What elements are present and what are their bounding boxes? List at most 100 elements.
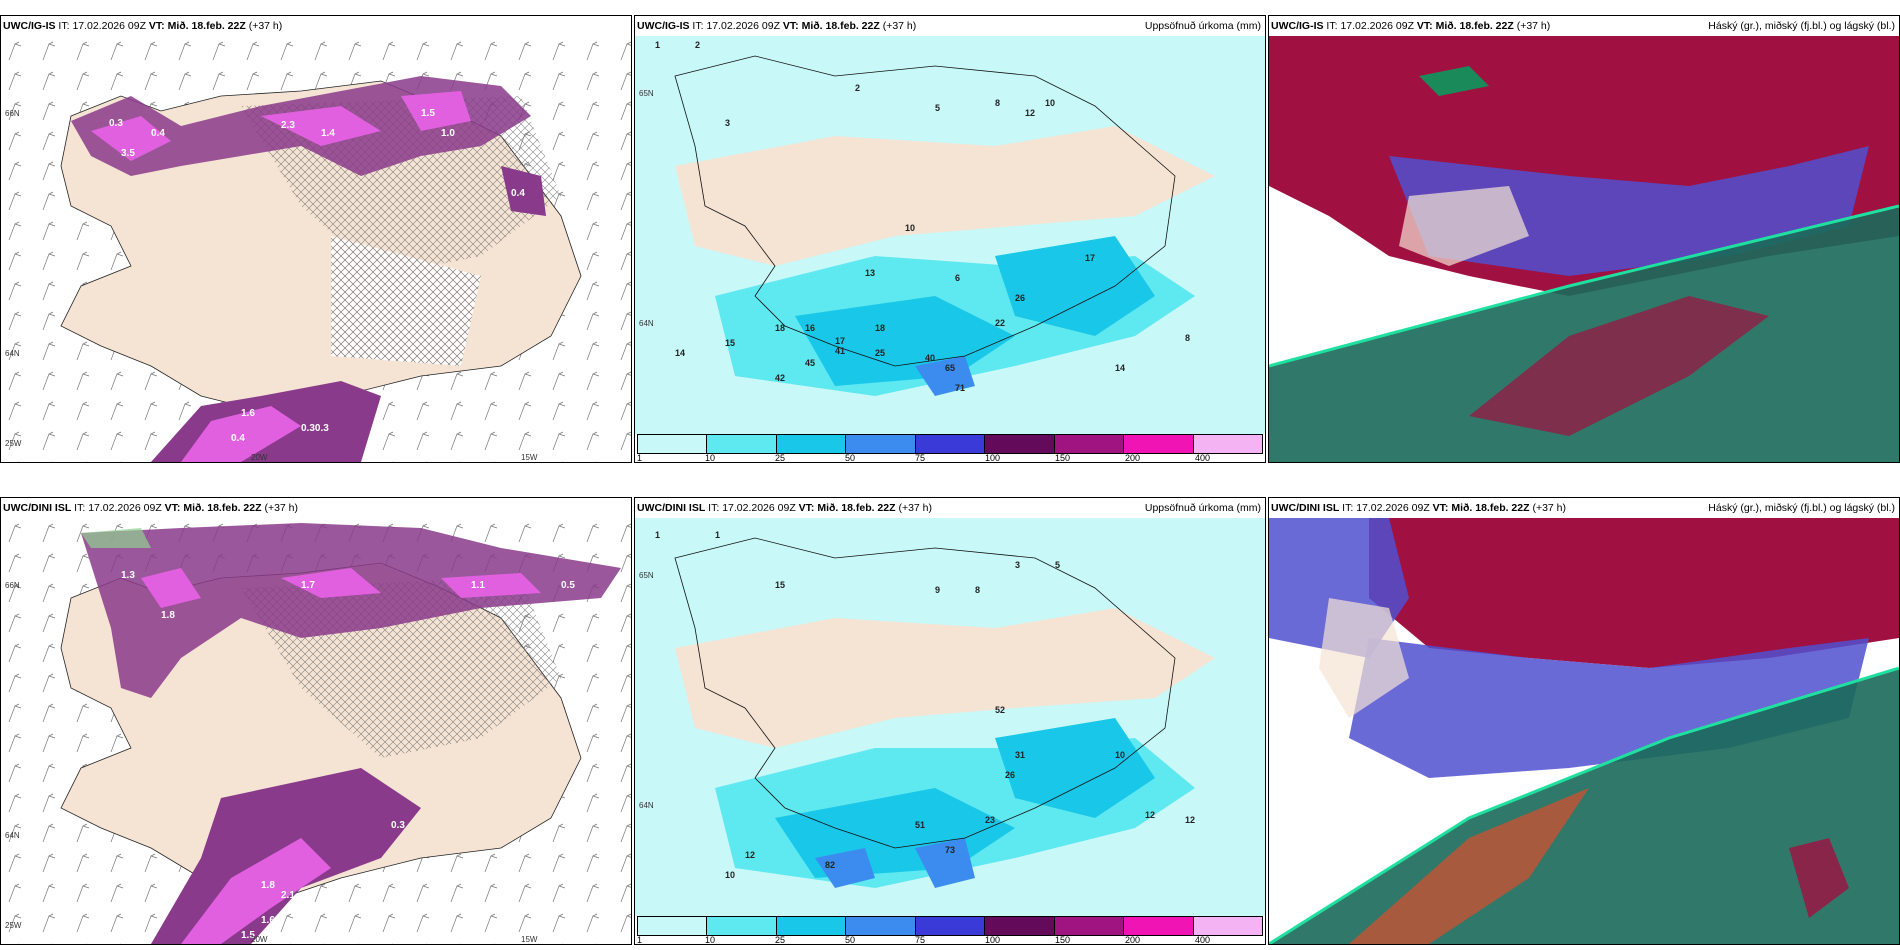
svg-text:0.3: 0.3	[109, 118, 123, 129]
it-label: IT:	[708, 502, 720, 514]
field-title: Uppsöfnuð úrkoma (mm)	[1144, 502, 1261, 514]
svg-text:12: 12	[745, 850, 755, 860]
vt-value: Mið. 18.feb. 22Z	[801, 20, 880, 32]
svg-text:8: 8	[1185, 333, 1190, 343]
model-name: UWC/IG-IS	[637, 20, 690, 32]
it-label: IT:	[1342, 502, 1354, 514]
svg-text:41: 41	[835, 346, 845, 356]
svg-text:3.5: 3.5	[121, 148, 135, 159]
svg-text:73: 73	[945, 845, 955, 855]
svg-text:16: 16	[805, 323, 815, 333]
svg-text:15: 15	[725, 338, 735, 348]
svg-text:1: 1	[655, 40, 660, 50]
map-clouds	[1269, 518, 1899, 944]
svg-text:14: 14	[675, 348, 685, 358]
svg-text:15W: 15W	[521, 453, 538, 462]
svg-text:5: 5	[1055, 560, 1060, 570]
svg-text:25: 25	[875, 348, 885, 358]
it-label: IT:	[1326, 20, 1338, 32]
svg-text:1.0: 1.0	[441, 128, 455, 139]
precip-legend: 1 10 25 50 75 100 150 200 400	[635, 434, 1265, 462]
panel-header: UWC/DINI ISL IT: 17.02.2026 09Z VT: Mið.…	[635, 498, 1265, 518]
svg-text:66N: 66N	[5, 109, 20, 118]
svg-text:15: 15	[775, 580, 785, 590]
svg-text:20W: 20W	[251, 453, 268, 462]
model-name: UWC/DINI ISL	[1271, 502, 1340, 514]
panel-header: UWC/IG-IS IT: 17.02.2026 09Z VT: Mið. 18…	[635, 16, 1265, 36]
svg-text:51: 51	[915, 820, 925, 830]
svg-text:64N: 64N	[5, 349, 20, 358]
svg-text:52: 52	[995, 705, 1005, 715]
map-accum-precip: 1 1 3 5 9 8 15 31 26 23 10 12 12 52 73 8…	[635, 518, 1265, 916]
vt-value: Mið. 18.feb. 22Z	[183, 502, 262, 514]
svg-text:64N: 64N	[639, 801, 654, 810]
svg-text:8: 8	[975, 585, 980, 595]
map-precip-type: 1.3 1.8 1.7 1.1 0.5 0.3 1.8 2.1 1.6 1.5 …	[1, 518, 631, 944]
vt-label: VT:	[1432, 502, 1449, 514]
panel-dini-accum-precip: UWC/DINI ISL IT: 17.02.2026 09Z VT: Mið.…	[634, 497, 1266, 945]
svg-text:1.4: 1.4	[321, 128, 335, 139]
precip-legend: 1 10 25 50 75 100 150 200 400	[635, 916, 1265, 944]
panel-dini-precip-type: UWC/DINI ISL IT: 17.02.2026 09Z VT: Mið.…	[0, 497, 632, 945]
svg-text:65N: 65N	[639, 89, 654, 98]
svg-text:1.5: 1.5	[421, 108, 435, 119]
svg-text:12: 12	[1025, 108, 1035, 118]
svg-text:17: 17	[835, 336, 845, 346]
svg-text:18: 18	[775, 323, 785, 333]
svg-text:1.8: 1.8	[161, 610, 175, 621]
model-name: UWC/IG-IS	[3, 20, 56, 32]
field-title: Háský (gr.), miðský (fj.bl.) og lágský (…	[1708, 20, 1895, 32]
svg-text:1.7: 1.7	[301, 580, 315, 591]
svg-text:20W: 20W	[251, 935, 268, 944]
panel-ig-is-accum-precip: UWC/IG-IS IT: 17.02.2026 09Z VT: Mið. 18…	[634, 15, 1266, 463]
svg-text:2.3: 2.3	[281, 120, 295, 131]
lead-time: (+37 h)	[1516, 20, 1551, 32]
svg-text:3: 3	[725, 118, 730, 128]
svg-text:42: 42	[775, 373, 785, 383]
svg-text:9: 9	[935, 585, 940, 595]
it-value: 17.02.2026 09Z	[72, 20, 146, 32]
svg-text:1: 1	[655, 530, 660, 540]
svg-text:12: 12	[1185, 815, 1195, 825]
it-value: 17.02.2026 09Z	[722, 502, 796, 514]
svg-text:66N: 66N	[5, 581, 20, 590]
svg-text:0.5: 0.5	[561, 580, 575, 591]
svg-text:2.1: 2.1	[281, 890, 295, 901]
panel-header: UWC/IG-IS IT: 17.02.2026 09Z VT: Mið. 18…	[1, 16, 631, 36]
vt-label: VT:	[148, 20, 165, 32]
svg-text:10: 10	[1115, 750, 1125, 760]
model-name: UWC/IG-IS	[1271, 20, 1324, 32]
svg-text:22: 22	[995, 318, 1005, 328]
svg-text:82: 82	[825, 860, 835, 870]
svg-text:1.6: 1.6	[241, 408, 255, 419]
svg-text:64N: 64N	[5, 831, 20, 840]
svg-text:18: 18	[875, 323, 885, 333]
vt-label: VT:	[782, 20, 799, 32]
svg-text:13: 13	[865, 268, 875, 278]
svg-text:6: 6	[955, 273, 960, 283]
svg-text:12: 12	[1145, 810, 1155, 820]
vt-value: Mið. 18.feb. 22Z	[167, 20, 246, 32]
vt-value: Mið. 18.feb. 22Z	[817, 502, 896, 514]
it-value: 17.02.2026 09Z	[88, 502, 162, 514]
it-label: IT:	[58, 20, 70, 32]
panel-header: UWC/DINI ISL IT: 17.02.2026 09Z VT: Mið.…	[1269, 498, 1899, 518]
vt-value: Mið. 18.feb. 22Z	[1435, 20, 1514, 32]
field-title: Uppsöfnuð úrkoma (mm)	[1144, 20, 1261, 32]
map-accum-precip: 1 2 3 2 5 8 12 10 6 10 13 17 26 18 16 15…	[635, 36, 1265, 434]
svg-text:5: 5	[935, 103, 940, 113]
svg-text:10: 10	[905, 223, 915, 233]
svg-text:0.4: 0.4	[231, 433, 245, 444]
svg-text:3: 3	[1015, 560, 1020, 570]
svg-text:25W: 25W	[5, 439, 22, 448]
svg-text:0.30.3: 0.30.3	[301, 423, 329, 434]
svg-text:2: 2	[695, 40, 700, 50]
lead-time: (+37 h)	[264, 502, 299, 514]
svg-text:40: 40	[925, 353, 935, 363]
svg-text:8: 8	[995, 98, 1000, 108]
svg-text:25W: 25W	[5, 921, 22, 930]
model-name: UWC/DINI ISL	[3, 502, 72, 514]
svg-text:26: 26	[1005, 770, 1015, 780]
svg-text:17: 17	[1085, 253, 1095, 263]
svg-text:0.4: 0.4	[151, 128, 165, 139]
